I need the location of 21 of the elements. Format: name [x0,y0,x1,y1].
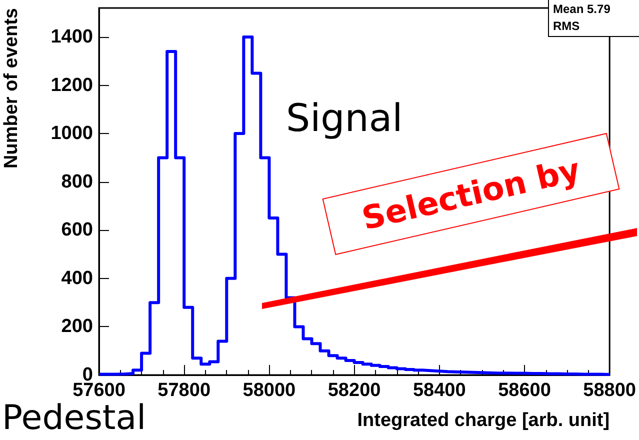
y-tick-label: 200 [61,316,93,338]
stats-panel: Mean 5.79 RMS [548,0,639,37]
y-tick-label: 600 [61,220,93,241]
y-tick-label: 400 [61,268,93,289]
x-tick-label: 58200 [328,380,381,401]
annotation: Signal [286,96,403,140]
y-tick-label: 800 [61,171,93,192]
y-tick-label: 1200 [50,74,93,96]
x-axis-title: Integrated charge [arb. unit] [357,410,610,431]
annotation: RMS [553,18,581,35]
x-tick-label: 57800 [158,380,211,401]
x-tick-label: 58800 [583,380,636,401]
x-tick-label: 58000 [242,380,296,401]
x-tick-label: 58400 [412,380,466,401]
y-tick-label: 1000 [50,123,93,144]
x-tick-label: 58600 [498,380,551,401]
y-axis-title: Number of events [1,8,22,168]
annotation: Mean 5.79 [553,1,612,18]
annotation: Selection by [358,150,584,238]
text: Pedestal [2,398,146,438]
y-tick-label: 1400 [50,26,93,48]
